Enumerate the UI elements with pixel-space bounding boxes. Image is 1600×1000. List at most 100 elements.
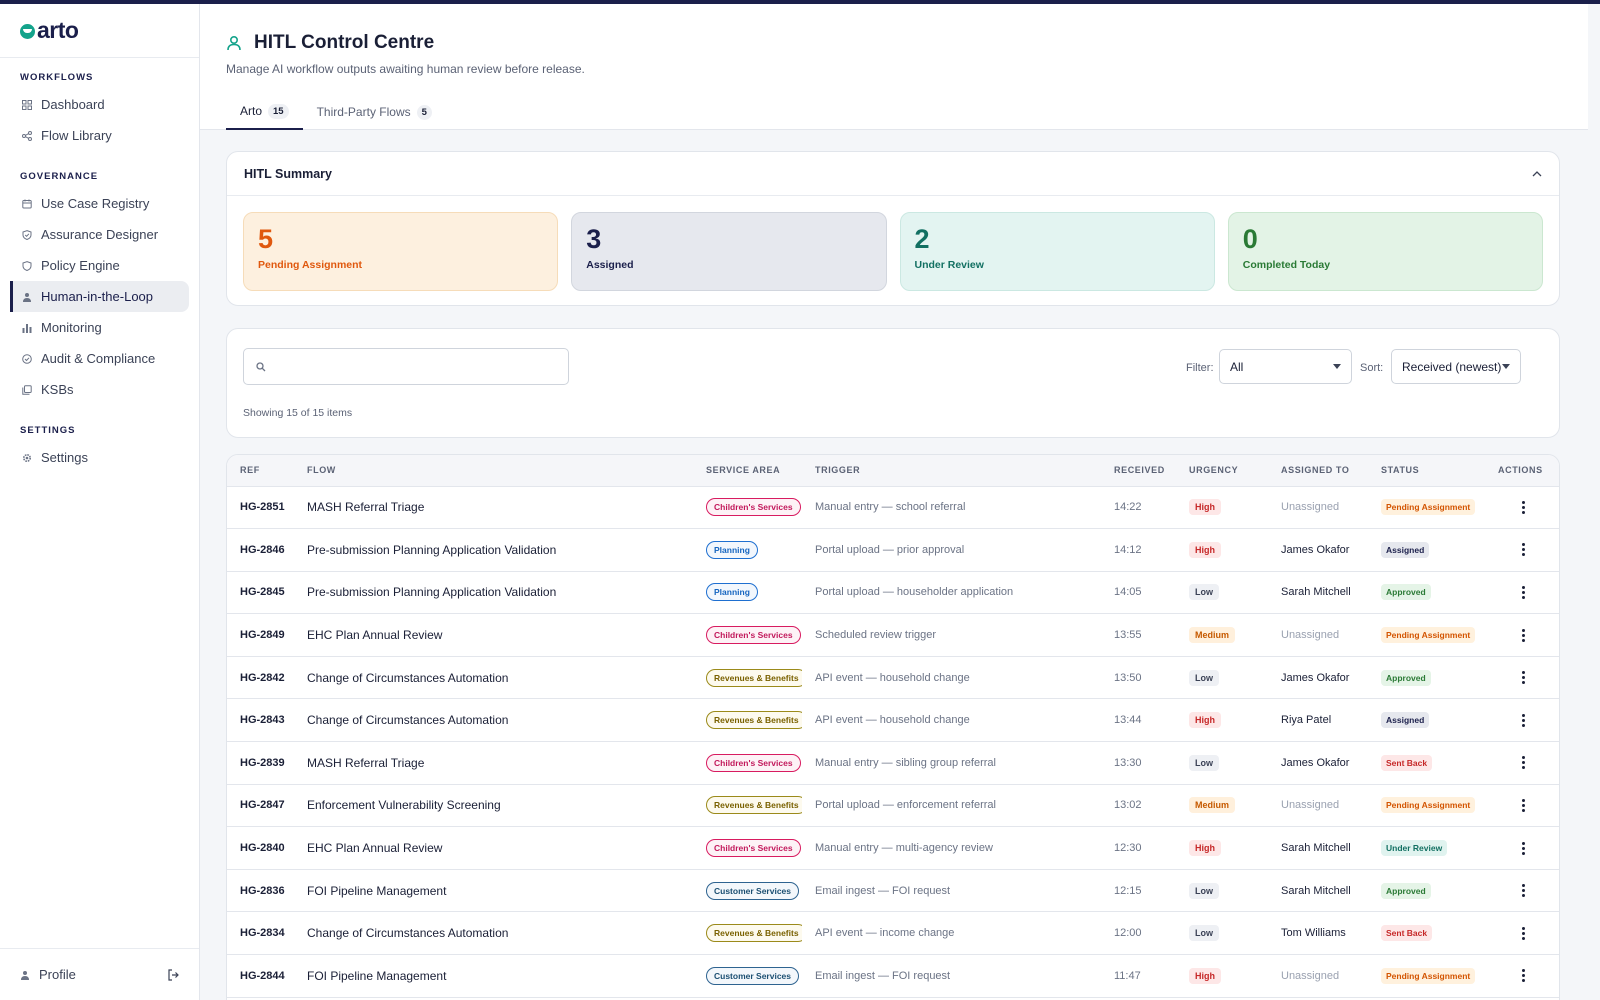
cell-actions	[1485, 486, 1559, 529]
grid-icon	[22, 99, 32, 110]
more-vertical-icon[interactable]	[1518, 798, 1528, 812]
urgency-badge: High	[1189, 712, 1221, 729]
more-vertical-icon[interactable]	[1518, 543, 1528, 557]
more-vertical-icon[interactable]	[1518, 969, 1528, 983]
table-row[interactable]: HG-2847 Enforcement Vulnerability Screeni…	[227, 784, 1559, 827]
registry-icon	[22, 199, 32, 209]
table-row[interactable]: HG-2834 Change of Circumstances Automatio…	[227, 912, 1559, 955]
chevron-up-icon[interactable]	[1532, 170, 1542, 177]
search-box[interactable]	[243, 348, 569, 385]
cell-trigger: API event — household change	[815, 671, 970, 684]
urgency-badge: High	[1189, 967, 1221, 984]
status-badge: Sent Back	[1381, 925, 1433, 942]
cell-service-area: Customer Services	[693, 869, 802, 912]
filter-select[interactable]: All	[1219, 349, 1352, 384]
cell-received: 12:30	[1114, 842, 1142, 855]
cell-urgency: High	[1176, 529, 1268, 572]
cell-status: Sent Back	[1368, 912, 1485, 955]
more-vertical-icon[interactable]	[1518, 926, 1528, 940]
search-input[interactable]	[272, 359, 552, 374]
cell-urgency: High	[1176, 955, 1268, 998]
sort-select[interactable]: Received (newest)	[1391, 349, 1521, 384]
logout-icon[interactable]	[167, 968, 179, 981]
cell-assigned-to: Sarah Mitchell	[1281, 842, 1351, 855]
stat-pending-assignment[interactable]: 5 Pending Assignment	[243, 212, 559, 291]
sidebar-item-policy-engine[interactable]: Policy Engine	[10, 250, 189, 281]
cell-urgency: Medium	[1176, 784, 1268, 827]
cell-service-area: Children's Services	[693, 827, 802, 870]
cell-trigger: API event — household change	[815, 714, 970, 727]
stat-completed-today[interactable]: 0 Completed Today	[1227, 212, 1543, 291]
profile-link[interactable]: Profile	[39, 967, 76, 982]
cell-trigger: Scheduled review trigger	[815, 629, 937, 642]
tab-third-party-flows[interactable]: Third-Party Flows 5	[303, 94, 446, 130]
cell-actions	[1485, 571, 1559, 614]
more-vertical-icon[interactable]	[1518, 756, 1528, 770]
stat-label: Under Review	[914, 259, 984, 271]
sidebar-item-label: Monitoring	[41, 320, 102, 335]
cell-ref: HG-2851	[240, 501, 285, 514]
urgency-badge: Low	[1189, 925, 1219, 942]
service-area-badge: Revenues & Benefits	[706, 711, 802, 730]
table-row[interactable]: HG-2846 Pre-submission Planning Applicati…	[227, 529, 1559, 572]
table-row[interactable]: HG-2849 EHC Plan Annual Review Children's …	[227, 614, 1559, 657]
more-vertical-icon[interactable]	[1518, 713, 1528, 727]
tab-arto[interactable]: Arto 15	[226, 94, 303, 130]
sidebar-item-ksbs[interactable]: KSBs	[10, 374, 189, 405]
table-row[interactable]: HG-2844 FOI Pipeline Management Customer S…	[227, 955, 1559, 998]
table-row[interactable]: HG-2836 FOI Pipeline Management Customer S…	[227, 869, 1559, 912]
sidebar-item-use-case-registry[interactable]: Use Case Registry	[10, 188, 189, 219]
table-row[interactable]: HG-2845 Pre-submission Planning Applicati…	[227, 571, 1559, 614]
table-row[interactable]: HG-2839 MASH Referral Triage Children's Se…	[227, 742, 1559, 785]
table-row[interactable]: HG-2851 MASH Referral Triage Children's Se…	[227, 486, 1559, 529]
cell-flow: Change of Circumstances Automation	[307, 713, 509, 728]
stat-label: Assigned	[586, 259, 634, 271]
sidebar-item-flow-library[interactable]: Flow Library	[10, 120, 189, 151]
stat-value: 2	[914, 224, 930, 254]
sidebar-item-settings[interactable]: Settings	[10, 442, 189, 473]
cell-urgency: Low	[1176, 869, 1268, 912]
more-vertical-icon[interactable]	[1518, 500, 1528, 514]
tab-label: Arto	[240, 104, 263, 118]
sidebar-item-monitoring[interactable]: Monitoring	[10, 312, 189, 343]
cell-service-area: Planning	[693, 529, 802, 572]
summary-header[interactable]: HITL Summary	[227, 152, 1559, 196]
cell-flow: Change of Circumstances Automation	[307, 926, 509, 941]
stat-assigned[interactable]: 3 Assigned	[571, 212, 887, 291]
more-vertical-icon[interactable]	[1518, 841, 1528, 855]
cell-received: 13:44	[1114, 714, 1142, 727]
table-row[interactable]: HG-2840 EHC Plan Annual Review Children's …	[227, 827, 1559, 870]
status-badge: Assigned	[1381, 541, 1430, 558]
sidebar-item-assurance-designer[interactable]: Assurance Designer	[10, 219, 189, 250]
table-row[interactable]: HG-2843 Change of Circumstances Automatio…	[227, 699, 1559, 742]
cell-ref: HG-2844	[240, 969, 285, 982]
cell-service-area: Revenues & Benefits	[693, 912, 802, 955]
sidebar-item-dashboard[interactable]: Dashboard	[10, 89, 189, 120]
shield-icon	[22, 260, 32, 271]
sidebar-item-audit-compliance[interactable]: Audit & Compliance	[10, 343, 189, 374]
cell-actions	[1485, 869, 1559, 912]
table-row[interactable]: HG-2842 Change of Circumstances Automatio…	[227, 656, 1559, 699]
more-vertical-icon[interactable]	[1518, 671, 1528, 685]
table-header-row: REF FLOW SERVICE AREA TRIGGER RECEIVED URGENC…	[227, 455, 1559, 487]
tab-bar: Arto 15 Third-Party Flows 5	[226, 94, 446, 130]
cell-received: 13:02	[1114, 799, 1142, 812]
service-area-badge: Revenues & Benefits	[706, 796, 802, 815]
more-vertical-icon[interactable]	[1518, 585, 1528, 599]
more-vertical-icon[interactable]	[1518, 628, 1528, 642]
cell-service-area: Revenues & Benefits	[693, 784, 802, 827]
logo[interactable]: arto	[0, 4, 199, 58]
cell-service-area: Planning	[693, 571, 802, 614]
nav-section-title: WORKFLOWS	[20, 72, 94, 83]
urgency-badge: Low	[1189, 584, 1219, 601]
urgency-badge: High	[1189, 541, 1221, 558]
cell-ref: HG-2846	[240, 543, 285, 556]
main-content: HITL Control Centre Manage AI workflow o…	[200, 4, 1588, 1000]
stat-under-review[interactable]: 2 Under Review	[899, 212, 1215, 291]
service-area-badge: Revenues & Benefits	[706, 668, 802, 687]
cell-service-area: Customer Services	[693, 955, 802, 998]
cell-ref: HG-2836	[240, 884, 285, 897]
column-header: SERVICE AREA	[693, 455, 802, 487]
more-vertical-icon[interactable]	[1518, 884, 1528, 898]
sidebar-item-human-in-the-loop[interactable]: Human-in-the-Loop	[10, 281, 189, 312]
